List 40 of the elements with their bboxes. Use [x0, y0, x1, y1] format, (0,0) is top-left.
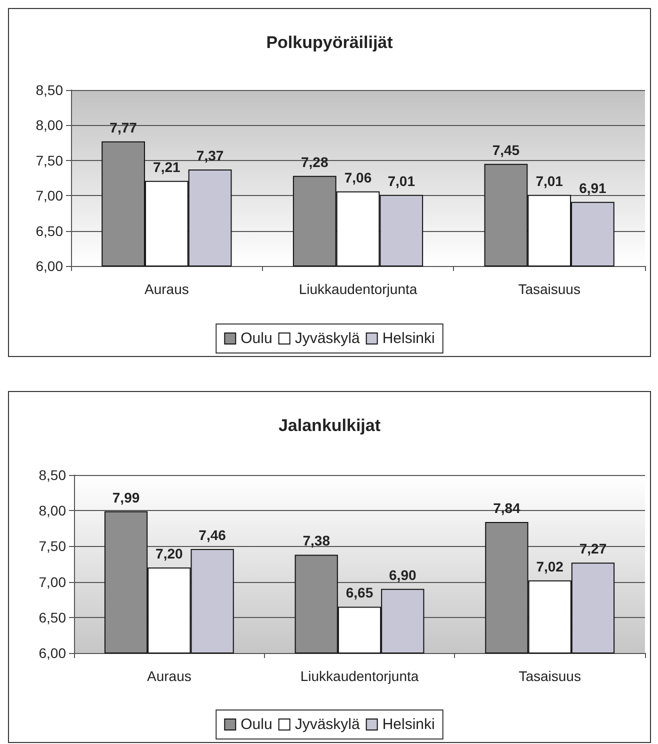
y-tick-label: 8,00 [36, 117, 64, 134]
y-tick-label: 7,50 [38, 538, 66, 554]
legend-label: Helsinki [382, 330, 435, 347]
y-tick-label: 6,50 [36, 222, 64, 239]
x-tick-label: Tasaisuus [518, 668, 581, 684]
y-tick-label: 8,00 [38, 502, 66, 519]
x-tick-label: Liukkaudentorjunta [298, 281, 418, 297]
x-tick-label: Auraus [146, 668, 192, 684]
data-label: 7,45 [492, 142, 520, 158]
y-tick-label: 7,00 [38, 574, 66, 590]
y-tick-label: 6,50 [38, 609, 66, 626]
y-tick-label: 6,00 [36, 258, 64, 274]
legend-label: Jyväskylä [294, 716, 360, 733]
x-tick-label: Tasaisuus [518, 281, 580, 297]
data-label: 6,90 [389, 566, 416, 583]
data-label: 7,06 [344, 169, 372, 186]
legend-label: Oulu [240, 330, 272, 347]
data-label: 7,46 [198, 527, 226, 544]
data-label: 6,65 [346, 584, 374, 601]
legend-label: Helsinki [382, 716, 435, 733]
chart-title: Polkupyöräilijät [266, 33, 394, 52]
data-label: 7,21 [153, 158, 181, 175]
legend-label: Jyväskylä [294, 330, 360, 347]
y-tick-label: 8,50 [36, 82, 64, 98]
data-label: 7,37 [196, 148, 224, 164]
y-tick-label: 7,50 [36, 152, 64, 168]
data-label: 7,99 [112, 489, 140, 506]
chart-title: Jalankulkijat [278, 416, 381, 435]
legend-label: Oulu [240, 716, 272, 733]
y-tick-label: 8,50 [38, 467, 66, 483]
data-label: 7,20 [156, 546, 184, 562]
y-tick-label: 7,00 [36, 188, 64, 204]
data-label: 7,01 [536, 172, 564, 189]
data-label: 7,01 [388, 172, 416, 189]
data-label: 6,91 [579, 180, 607, 196]
data-label: 7,38 [302, 532, 330, 549]
x-tick-label: Liukkaudentorjunta [300, 668, 419, 684]
data-label: 7,02 [536, 558, 564, 574]
y-tick-label: 6,00 [38, 645, 66, 661]
x-tick-label: Auraus [144, 281, 189, 297]
